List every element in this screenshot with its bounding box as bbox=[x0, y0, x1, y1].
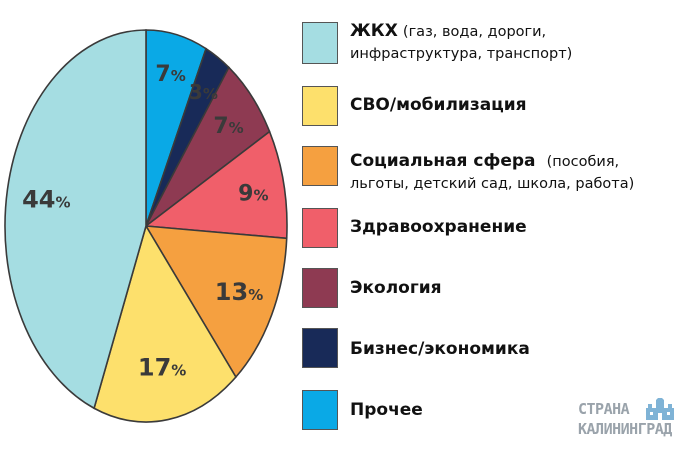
watermark-line1: СТРАНА bbox=[578, 400, 630, 418]
legend-line2-social: льготы, детский сад, школа, работа) bbox=[350, 176, 635, 192]
pie-label-value-0: 7 bbox=[155, 62, 170, 87]
legend-item-health: Здравоохранение bbox=[302, 208, 527, 248]
legend-item-svo: СВО/мобилизация bbox=[302, 86, 527, 126]
pie-label-2: 7% bbox=[213, 114, 243, 139]
pie-chart: 7%3%7%9%13%17%44% bbox=[4, 29, 288, 423]
pie-label-6: 44% bbox=[22, 186, 70, 214]
legend-item-zhkh: ЖКХ (газ, вода, дороги, инфраструктура, … bbox=[302, 20, 572, 65]
legend-item-business: Бизнес/экономика bbox=[302, 328, 530, 368]
legend-item-ecology: Экология bbox=[302, 268, 442, 308]
castle-icon bbox=[646, 398, 674, 420]
legend-text-social: Социальная сфера (пособия, льготы, детск… bbox=[350, 150, 634, 195]
pie-label-value-6: 44 bbox=[22, 186, 55, 214]
legend-title-zhkh: ЖКХ bbox=[350, 21, 398, 41]
pie-slices bbox=[4, 29, 288, 423]
legend-text-ecology: Экология bbox=[350, 277, 442, 299]
legend-title-svo: СВО/мобилизация bbox=[350, 95, 527, 115]
pie-label-4: 13% bbox=[215, 278, 263, 306]
pie-slice-4 bbox=[144, 225, 288, 379]
legend-text-business: Бизнес/экономика bbox=[350, 338, 530, 360]
legend-title-social: Социальная сфера bbox=[350, 151, 536, 171]
pie-slice-5 bbox=[93, 223, 237, 423]
legend-line2-zhkh: инфраструктура, транспорт) bbox=[350, 46, 573, 62]
legend-title-ecology: Экология bbox=[350, 278, 442, 298]
legend-text-svo: СВО/мобилизация bbox=[350, 94, 527, 116]
pie-label-percent-0: % bbox=[171, 67, 186, 85]
pie-label-value-4: 13 bbox=[215, 278, 248, 306]
legend-text-health: Здравоохранение bbox=[350, 216, 527, 238]
legend-title-health: Здравоохранение bbox=[350, 217, 527, 237]
legend-swatch-business bbox=[302, 328, 338, 368]
pie-label-value-1: 3 bbox=[189, 80, 203, 104]
legend-title-business: Бизнес/экономика bbox=[350, 339, 530, 359]
watermark-line2: КАЛИНИНГРАД bbox=[578, 420, 672, 438]
legend-note-zhkh: (газ, вода, дороги, bbox=[402, 24, 547, 40]
legend-swatch-zhkh bbox=[302, 22, 338, 64]
legend-note-social: (пособия, bbox=[546, 154, 620, 170]
pie-label-percent-4: % bbox=[248, 286, 263, 304]
legend-swatch-social bbox=[302, 146, 338, 186]
pie-labels: 7%3%7%9%13%17%44% bbox=[22, 62, 268, 381]
pie-label-percent-2: % bbox=[229, 119, 244, 137]
pie-label-value-3: 9 bbox=[238, 182, 253, 207]
legend: ЖКХ (газ, вода, дороги, инфраструктура, … bbox=[302, 0, 688, 449]
legend-swatch-other bbox=[302, 390, 338, 430]
pie-label-0: 7% bbox=[155, 62, 185, 87]
legend-item-social: Социальная сфера (пособия, льготы, детск… bbox=[302, 146, 634, 195]
legend-title-other: Прочее bbox=[350, 400, 423, 420]
pie-label-percent-5: % bbox=[171, 361, 186, 379]
legend-item-other: Прочее bbox=[302, 390, 423, 430]
pie-label-value-5: 17 bbox=[138, 353, 171, 381]
pie-label-1: 3% bbox=[189, 80, 218, 104]
pie-label-5: 17% bbox=[138, 353, 186, 381]
pie-label-3: 9% bbox=[238, 182, 268, 207]
legend-swatch-svo bbox=[302, 86, 338, 126]
legend-swatch-health bbox=[302, 208, 338, 248]
pie-slice-6 bbox=[4, 29, 147, 410]
legend-text-zhkh: ЖКХ (газ, вода, дороги, инфраструктура, … bbox=[350, 20, 572, 65]
pie-label-percent-6: % bbox=[55, 194, 70, 212]
pie-label-percent-1: % bbox=[203, 85, 218, 103]
pie-slice-3 bbox=[143, 130, 288, 240]
legend-swatch-ecology bbox=[302, 268, 338, 308]
legend-text-other: Прочее bbox=[350, 399, 423, 421]
watermark-logo: СТРАНА КАЛИНИНГРАД bbox=[578, 398, 682, 442]
pie-label-value-2: 7 bbox=[213, 114, 228, 139]
pie-label-percent-3: % bbox=[253, 187, 268, 205]
